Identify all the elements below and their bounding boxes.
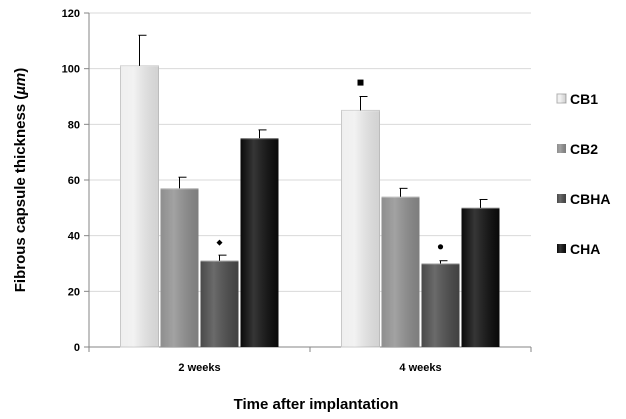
x-tick-label: 2 weeks bbox=[178, 362, 220, 374]
bars bbox=[120, 34, 500, 348]
bar-cb2-2 bbox=[381, 187, 420, 347]
legend-item-cb2: CB2 bbox=[557, 141, 598, 157]
y-tick-label: 0 bbox=[74, 342, 80, 354]
bar-shading bbox=[381, 196, 420, 347]
y-axis-title-unit: µm bbox=[12, 73, 29, 96]
bar-shading bbox=[240, 138, 279, 347]
bar-cb1-1 bbox=[120, 34, 159, 348]
legend-label: CB1 bbox=[570, 91, 598, 107]
legend-swatch-shading bbox=[557, 144, 566, 153]
legend-label: CHA bbox=[570, 241, 600, 257]
bar-shading bbox=[421, 263, 460, 347]
bar-cb2-1 bbox=[160, 176, 199, 347]
y-axis-title-prefix: Fibrous capsule thickness ( bbox=[12, 95, 29, 293]
legend-swatch-shading bbox=[557, 194, 566, 203]
y-tick-label: 120 bbox=[62, 8, 80, 20]
legend: CB1 CB2 CBHA CHA bbox=[556, 91, 610, 257]
bar-cbha-2 bbox=[421, 260, 460, 347]
legend-label: CB2 bbox=[570, 141, 598, 157]
y-tick-label: 80 bbox=[68, 119, 80, 131]
y-axis-title: Fibrous capsule thickness (µm) bbox=[12, 68, 29, 293]
bar-cha-1 bbox=[240, 129, 279, 347]
bar-shading bbox=[120, 65, 159, 347]
significance-dot bbox=[437, 244, 444, 250]
legend-item-cha: CHA bbox=[557, 241, 600, 257]
x-tick-label: 4 weeks bbox=[399, 362, 441, 374]
y-tick-label: 60 bbox=[68, 175, 80, 187]
legend-label: CBHA bbox=[570, 191, 610, 207]
y-tick-label: 20 bbox=[68, 286, 80, 298]
bar-cb1-2 bbox=[341, 96, 380, 348]
legend-item-cbha: CBHA bbox=[557, 191, 610, 207]
bar-cbha-1 bbox=[200, 254, 239, 347]
bar-shading bbox=[461, 207, 500, 347]
bar-shading bbox=[160, 188, 199, 347]
y-axis-title-suffix: ) bbox=[12, 68, 29, 73]
legend-swatch-shading bbox=[557, 94, 566, 103]
bar-shading bbox=[200, 260, 239, 347]
y-tick-label: 100 bbox=[62, 64, 80, 76]
significance-diamond bbox=[216, 239, 223, 246]
bar-shading bbox=[341, 110, 380, 348]
annotations bbox=[216, 79, 444, 250]
y-tick-label: 40 bbox=[68, 231, 80, 243]
bar-cha-2 bbox=[461, 198, 500, 347]
significance-square bbox=[357, 79, 364, 86]
x-axis-title: Time after implantation bbox=[234, 396, 399, 413]
legend-item-cb1: CB1 bbox=[556, 91, 598, 107]
legend-swatch-shading bbox=[557, 244, 566, 253]
